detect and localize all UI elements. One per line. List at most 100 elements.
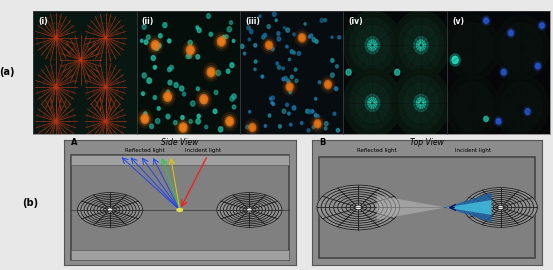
Circle shape	[262, 37, 276, 54]
Circle shape	[356, 26, 389, 65]
Circle shape	[264, 124, 267, 127]
Circle shape	[452, 23, 493, 72]
Circle shape	[464, 188, 538, 227]
Circle shape	[325, 80, 331, 89]
Circle shape	[259, 15, 261, 18]
Circle shape	[312, 118, 323, 130]
Circle shape	[288, 80, 290, 83]
Circle shape	[157, 107, 160, 110]
Circle shape	[365, 37, 379, 54]
Circle shape	[392, 69, 450, 137]
Circle shape	[165, 94, 170, 100]
Circle shape	[166, 114, 170, 119]
Circle shape	[263, 33, 267, 37]
Circle shape	[300, 122, 303, 124]
Circle shape	[324, 19, 327, 22]
Circle shape	[271, 47, 274, 51]
Circle shape	[230, 96, 234, 101]
Circle shape	[196, 55, 200, 59]
Circle shape	[484, 18, 488, 23]
Circle shape	[108, 209, 112, 211]
Circle shape	[271, 96, 274, 100]
Circle shape	[395, 69, 400, 75]
Circle shape	[155, 119, 160, 124]
Text: Incident light: Incident light	[455, 148, 491, 153]
Circle shape	[140, 39, 143, 42]
Circle shape	[164, 92, 171, 102]
Circle shape	[540, 23, 544, 28]
Circle shape	[245, 119, 260, 136]
Circle shape	[365, 94, 379, 112]
Circle shape	[419, 42, 424, 48]
Circle shape	[141, 114, 149, 124]
Circle shape	[304, 23, 306, 25]
Circle shape	[297, 32, 307, 44]
Circle shape	[368, 40, 377, 51]
Circle shape	[323, 78, 333, 91]
Circle shape	[414, 37, 428, 54]
Circle shape	[232, 105, 236, 109]
Circle shape	[265, 41, 273, 49]
Circle shape	[416, 40, 426, 51]
Circle shape	[290, 50, 294, 53]
Circle shape	[298, 52, 300, 55]
Circle shape	[534, 61, 542, 71]
Circle shape	[271, 102, 273, 104]
Circle shape	[197, 114, 200, 118]
Circle shape	[206, 14, 211, 18]
Circle shape	[188, 40, 192, 45]
Circle shape	[295, 29, 309, 46]
Circle shape	[315, 97, 317, 100]
Circle shape	[174, 120, 177, 125]
Circle shape	[535, 63, 540, 69]
Circle shape	[509, 30, 513, 36]
Circle shape	[272, 102, 275, 106]
Circle shape	[452, 82, 493, 131]
Circle shape	[398, 18, 444, 72]
Circle shape	[142, 25, 146, 29]
FancyBboxPatch shape	[71, 155, 289, 260]
Circle shape	[398, 76, 444, 130]
Polygon shape	[446, 193, 492, 222]
Circle shape	[149, 38, 161, 52]
FancyBboxPatch shape	[319, 157, 535, 258]
Circle shape	[311, 110, 314, 113]
Circle shape	[217, 193, 282, 227]
Polygon shape	[446, 200, 492, 215]
Circle shape	[198, 93, 210, 106]
Circle shape	[319, 81, 321, 84]
Text: B: B	[319, 138, 326, 147]
Circle shape	[336, 129, 340, 132]
Circle shape	[299, 34, 306, 42]
Circle shape	[218, 127, 223, 132]
Circle shape	[154, 45, 158, 50]
Circle shape	[182, 41, 198, 59]
Circle shape	[371, 44, 374, 47]
Circle shape	[250, 125, 255, 130]
Circle shape	[286, 103, 289, 106]
Circle shape	[317, 115, 320, 117]
Circle shape	[289, 90, 291, 94]
Circle shape	[295, 79, 298, 82]
Circle shape	[338, 36, 341, 39]
Circle shape	[494, 16, 548, 80]
Circle shape	[196, 119, 200, 124]
Text: Top View: Top View	[410, 138, 444, 147]
Circle shape	[499, 207, 503, 208]
Text: (ii): (ii)	[142, 17, 154, 26]
Circle shape	[452, 56, 458, 64]
Circle shape	[213, 32, 229, 51]
Circle shape	[186, 45, 194, 55]
Circle shape	[276, 62, 278, 65]
Circle shape	[507, 28, 515, 38]
Circle shape	[249, 29, 253, 33]
Circle shape	[349, 18, 395, 72]
Circle shape	[77, 193, 143, 227]
Circle shape	[191, 101, 195, 106]
Circle shape	[446, 75, 499, 139]
Circle shape	[232, 39, 235, 42]
Circle shape	[166, 90, 170, 93]
Circle shape	[254, 60, 257, 63]
Circle shape	[300, 35, 304, 40]
Circle shape	[496, 119, 501, 124]
